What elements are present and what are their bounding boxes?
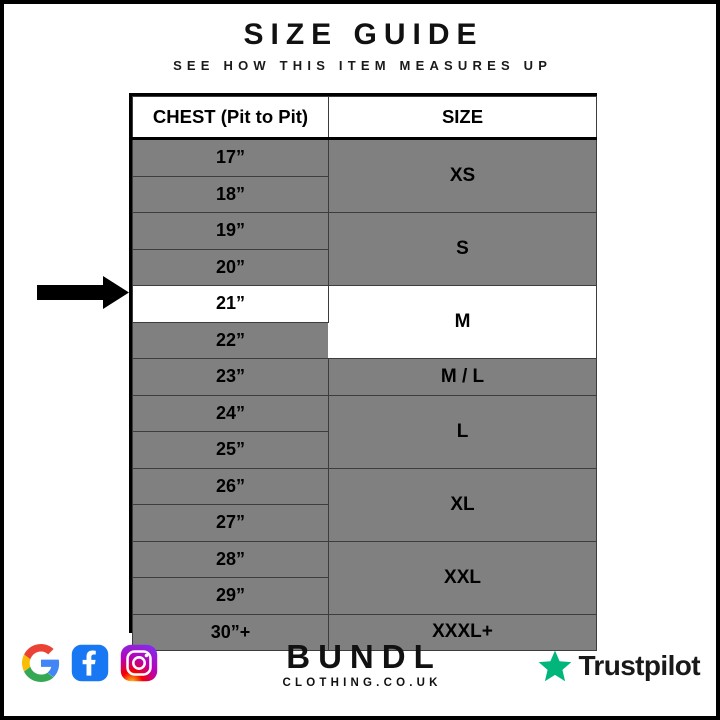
chest-cell: 22” [132,321,329,359]
chest-cell: 26” [132,467,329,505]
brand-name: BUNDL [286,638,442,675]
trustpilot-label: Trustpilot [578,650,700,681]
chest-cell: 30”+ [132,613,329,651]
table-row: 19” S [132,212,597,286]
brand-logo: BUNDL CLOTHING.CO.UK [4,638,716,689]
table-row: 26” XL [132,467,597,542]
social-links [22,644,158,682]
size-cell-highlighted: M [328,285,597,359]
trustpilot-star-icon [539,650,572,682]
size-cell: S [328,212,597,286]
size-table-container: CHEST (Pit to Pit) SIZE 17” XS 18” 19” S… [129,93,597,651]
table-row: 30”+ XXXL+ [132,613,597,651]
size-table: CHEST (Pit to Pit) SIZE 17” XS 18” 19” S… [132,96,597,651]
instagram-icon[interactable] [120,644,158,682]
table-row: 25” [132,431,597,469]
size-cell: XL [328,467,597,542]
page-title: SIZE GUIDE [243,18,484,51]
column-header-chest: CHEST (Pit to Pit) [132,96,329,140]
chest-cell: 18” [132,175,329,213]
right-arrow-icon [37,276,129,309]
chest-cell: 17” [132,138,329,177]
chest-cell: 28” [132,540,329,578]
brand-domain: CLOTHING.CO.UK [282,676,442,689]
chest-cell: 23” [132,358,329,396]
chest-cell: 19” [132,212,329,250]
table-row: 20” [132,248,597,286]
chest-cell: 29” [132,577,329,615]
chest-cell-highlighted: 21” [132,285,329,323]
size-table-head: CHEST (Pit to Pit) SIZE [132,96,597,140]
page-subtitle: SEE HOW THIS ITEM MEASURES UP [173,58,553,73]
chest-cell: 24” [132,394,329,432]
size-cell: M / L [328,358,597,396]
size-cell: XXL [328,540,597,615]
size-cell: XXXL+ [328,613,597,651]
chest-cell: 27” [132,504,329,542]
size-cell: XS [328,138,597,213]
column-header-size: SIZE [328,96,597,140]
chest-cell: 20” [132,248,329,286]
chest-cell: 25” [132,431,329,469]
footer: BUNDL CLOTHING.CO.UK Trustpilot [4,628,716,712]
google-icon[interactable] [22,644,60,682]
table-row: 29” [132,577,597,615]
size-cell: L [328,394,597,469]
table-row-highlighted: 21” M [132,285,597,359]
table-row: 17” XS [132,138,597,213]
table-row: 28” XXL [132,540,597,615]
table-row: 24” L [132,394,597,469]
facebook-icon[interactable] [71,644,109,682]
table-header-row: CHEST (Pit to Pit) SIZE [132,96,597,140]
size-table-body: 17” XS 18” 19” S 20” 21” M 2 [132,138,597,651]
table-row: 23” M / L [132,358,597,396]
table-row: 27” [132,504,597,542]
table-row: 18” [132,175,597,213]
trustpilot-logo[interactable]: Trustpilot [537,648,701,684]
